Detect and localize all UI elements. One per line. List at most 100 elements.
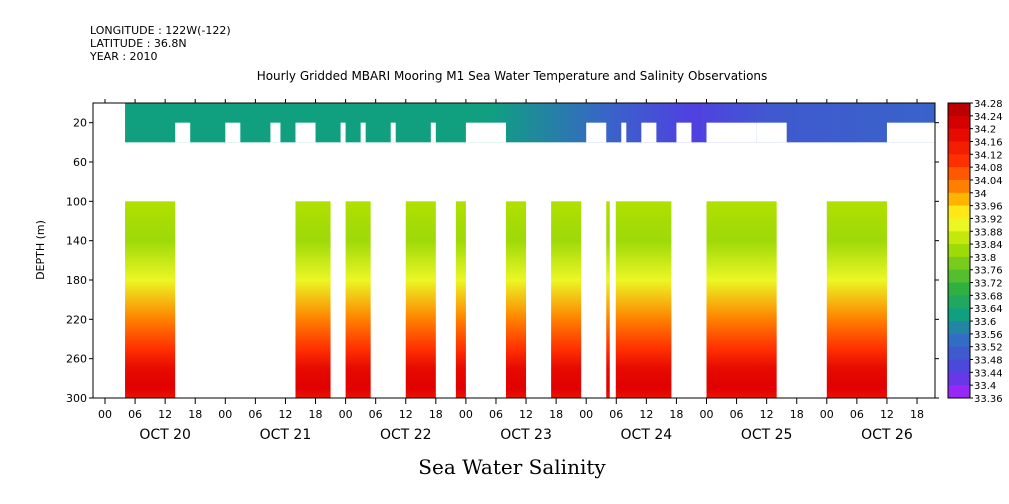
latitude-label: LATITUDE : 36.8N xyxy=(90,37,187,50)
colorbar-frame xyxy=(947,102,971,399)
colorbar-label: 33.52 xyxy=(974,343,1003,354)
x-tick-label: 18 xyxy=(309,408,323,421)
colorbar-label: 33.8 xyxy=(974,253,996,264)
colorbar-label: 33.76 xyxy=(974,266,1003,277)
data-gap xyxy=(295,122,316,143)
colorbar-label: 34.2 xyxy=(974,125,996,136)
colorbar-swatch xyxy=(948,115,970,130)
x-tick-label: 18 xyxy=(669,408,683,421)
x-tick-label: 06 xyxy=(248,408,262,421)
colorbar-label: 33.36 xyxy=(974,394,1003,405)
data-gap xyxy=(465,122,506,143)
colorbar-swatch xyxy=(948,167,970,181)
y-tick-label: 140 xyxy=(66,235,87,248)
data-gap xyxy=(609,181,616,398)
colorbar-swatch xyxy=(948,333,970,348)
colorbar-swatch xyxy=(948,192,970,207)
x-tick-label: 00 xyxy=(700,408,714,421)
colorbar-label: 33.44 xyxy=(974,368,1003,379)
colorbar-label: 33.68 xyxy=(974,291,1003,302)
data-gap xyxy=(586,122,607,143)
colorbar-swatch xyxy=(948,141,970,155)
x-day-label: OCT 24 xyxy=(621,427,673,443)
colorbar-swatch xyxy=(948,282,970,296)
x-tick-label: 00 xyxy=(820,408,834,421)
data-gap xyxy=(641,122,657,143)
colorbar-swatch xyxy=(948,269,970,284)
colorbar-label: 34 xyxy=(974,189,987,200)
x-tick-label: 06 xyxy=(369,408,383,421)
data-gap xyxy=(390,122,396,143)
colorbar-swatch xyxy=(948,128,970,142)
longitude-label: LONGITUDE : 122W(-122) xyxy=(90,24,231,37)
colorbar-label: 34.16 xyxy=(974,137,1003,148)
x-day-label: OCT 26 xyxy=(861,427,913,443)
colorbar-label: 34.28 xyxy=(974,99,1003,110)
data-gap xyxy=(330,181,346,398)
x-tick-label: 06 xyxy=(850,408,864,421)
data-gap xyxy=(465,181,506,398)
data-gap xyxy=(270,122,281,143)
x-tick-label: 18 xyxy=(549,408,563,421)
x-tick-label: 06 xyxy=(128,408,142,421)
y-tick-label: 20 xyxy=(73,117,87,130)
colorbar-label: 33.88 xyxy=(974,227,1003,238)
x-tick-label: 06 xyxy=(609,408,623,421)
x-tick-label: 12 xyxy=(639,408,653,421)
colorbar-label: 33.84 xyxy=(974,240,1003,251)
colorbar-swatch xyxy=(948,385,970,399)
data-gap xyxy=(175,122,191,143)
y-tick-label: 260 xyxy=(66,353,87,366)
colorbar-swatch xyxy=(948,103,970,117)
data-gap xyxy=(175,181,296,398)
y-tick-label: 220 xyxy=(66,313,87,326)
colorbar-label: 33.4 xyxy=(974,381,996,392)
x-tick-label: 18 xyxy=(910,408,924,421)
x-tick-label: 12 xyxy=(278,408,292,421)
x-tick-label: 18 xyxy=(429,408,443,421)
colorbar-swatch xyxy=(948,308,970,322)
x-tick-label: 12 xyxy=(158,408,172,421)
data-gap xyxy=(676,122,692,143)
x-day-label: OCT 25 xyxy=(741,427,793,443)
data-gap xyxy=(776,181,827,398)
data-gap xyxy=(671,181,707,398)
x-day-label: OCT 22 xyxy=(380,427,432,443)
x-day-label: OCT 23 xyxy=(500,427,552,443)
colorbar-label: 33.48 xyxy=(974,356,1003,367)
x-tick-label: 06 xyxy=(489,408,503,421)
colorbar-swatch xyxy=(948,256,970,271)
y-tick-label: 300 xyxy=(66,392,87,405)
x-tick-label: 00 xyxy=(579,408,593,421)
x-tick-label: 00 xyxy=(98,408,112,421)
x-tick-label: 12 xyxy=(399,408,413,421)
colorbar-swatch xyxy=(948,179,970,194)
y-tick-label: 60 xyxy=(73,156,87,169)
colorbar-swatch xyxy=(948,346,970,361)
x-tick-label: 06 xyxy=(730,408,744,421)
colorbar-label: 33.72 xyxy=(974,279,1003,290)
data-gap xyxy=(225,122,241,143)
data-gap xyxy=(360,122,366,143)
data-gap xyxy=(621,122,627,143)
chart-bottom-label: Sea Water Salinity xyxy=(418,455,606,479)
colorbar-swatch xyxy=(948,359,970,373)
x-tick-label: 12 xyxy=(880,408,894,421)
x-tick-label: 00 xyxy=(339,408,353,421)
colorbar-label: 34.12 xyxy=(974,150,1003,161)
y-tick-label: 180 xyxy=(66,274,87,287)
colorbar-swatch xyxy=(948,372,970,386)
data-gap xyxy=(706,122,757,143)
colorbar-label: 33.92 xyxy=(974,214,1003,225)
y-tick-label: 100 xyxy=(66,195,87,208)
data-gap xyxy=(430,122,436,143)
y-axis-label: DEPTH (m) xyxy=(34,220,47,280)
plot-frame xyxy=(92,102,936,399)
colorbar-label: 33.64 xyxy=(974,304,1003,315)
colorbar-swatch xyxy=(948,244,970,258)
x-tick-label: 00 xyxy=(459,408,473,421)
colorbar-swatch xyxy=(948,154,970,168)
data-gap xyxy=(340,122,346,143)
x-tick-label: 18 xyxy=(790,408,804,421)
